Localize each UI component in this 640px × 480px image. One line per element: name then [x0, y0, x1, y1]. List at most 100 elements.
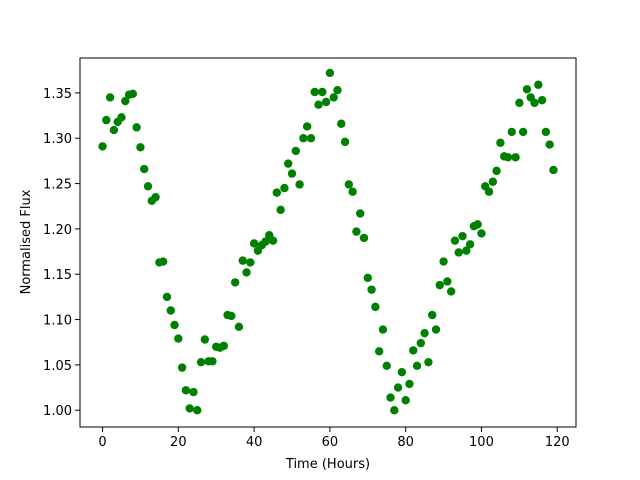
point [208, 357, 217, 366]
point [174, 334, 183, 343]
point [329, 93, 338, 102]
point [268, 236, 278, 245]
point [325, 68, 335, 78]
point [462, 246, 471, 255]
x-tick-label: 100 [469, 435, 494, 450]
point [412, 361, 422, 371]
point [196, 357, 206, 367]
point [537, 95, 547, 105]
point [284, 159, 293, 168]
point [534, 80, 543, 89]
point [314, 100, 323, 109]
point [272, 188, 282, 197]
point [397, 367, 407, 377]
point [340, 137, 350, 147]
point [443, 277, 452, 286]
y-tick-label: 1.20 [43, 223, 72, 238]
point [166, 306, 175, 315]
y-tick-label: 1.15 [43, 268, 72, 283]
point [143, 182, 153, 191]
point [348, 187, 357, 196]
point [121, 96, 130, 106]
point [132, 123, 141, 132]
point [378, 325, 388, 334]
point [219, 341, 228, 351]
point [151, 192, 160, 202]
point [473, 220, 482, 229]
point [299, 134, 308, 143]
point [280, 183, 289, 193]
point [295, 180, 304, 189]
point [261, 237, 270, 246]
point [428, 310, 437, 320]
point [102, 115, 111, 125]
point [401, 396, 410, 405]
point [420, 328, 429, 338]
point [545, 140, 554, 149]
y-tick-label: 1.05 [43, 359, 72, 374]
point [374, 347, 384, 356]
point [200, 335, 210, 344]
point [393, 383, 403, 392]
point [302, 122, 312, 131]
point [109, 125, 119, 135]
point [321, 97, 331, 107]
point [193, 406, 202, 415]
point [496, 138, 505, 147]
point [409, 346, 418, 355]
point [549, 165, 558, 175]
point [454, 248, 463, 257]
point [515, 98, 524, 108]
point [435, 280, 444, 290]
point [291, 146, 300, 156]
point [541, 127, 551, 137]
y-axis-label: Normalised Flux [19, 189, 34, 294]
x-tick-label: 0 [98, 435, 106, 450]
point [484, 187, 494, 196]
point [477, 229, 486, 238]
x-tick-label: 120 [545, 435, 570, 450]
point [306, 134, 316, 143]
point [246, 258, 255, 267]
point [518, 127, 528, 137]
point [344, 180, 354, 189]
y-tick-label: 1.00 [43, 404, 72, 419]
point [310, 87, 319, 97]
y-tick-label: 1.10 [43, 314, 72, 329]
point [140, 164, 149, 174]
point [488, 177, 498, 186]
point [503, 153, 513, 162]
point [181, 386, 191, 395]
point [242, 268, 251, 277]
point [249, 239, 259, 248]
y-tick-label: 1.30 [43, 132, 72, 147]
point [333, 85, 342, 95]
point [390, 406, 399, 415]
point [238, 256, 247, 265]
point [530, 98, 539, 108]
point [446, 287, 456, 296]
point [492, 166, 501, 176]
point [337, 119, 346, 128]
point [416, 338, 426, 348]
x-axis-label: Time (Hours) [285, 457, 370, 472]
point [185, 404, 194, 413]
point [117, 113, 126, 122]
axes-frame [79, 57, 577, 428]
point [458, 231, 467, 241]
point [511, 153, 520, 162]
point [465, 240, 475, 249]
point [439, 257, 448, 266]
point [177, 363, 187, 372]
point [359, 233, 369, 243]
point [136, 143, 145, 152]
point [98, 142, 107, 151]
point [424, 357, 433, 367]
point [105, 93, 115, 102]
y-tick-label: 1.35 [43, 87, 72, 102]
point [318, 87, 327, 97]
point [371, 302, 380, 312]
point [363, 273, 372, 283]
point [367, 285, 376, 294]
